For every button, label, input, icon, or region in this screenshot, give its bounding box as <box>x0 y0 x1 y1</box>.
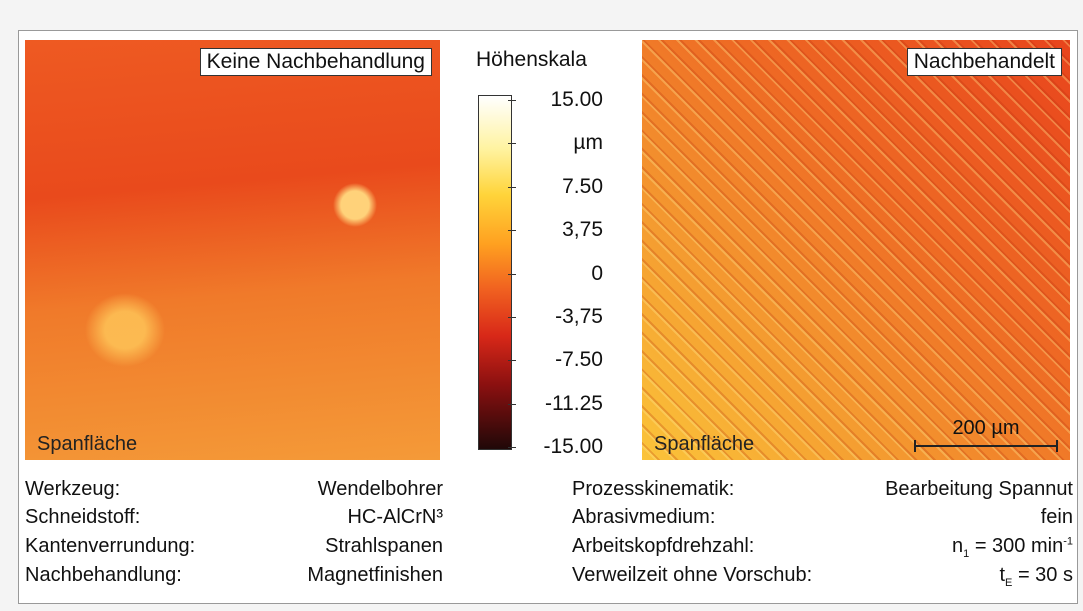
param-key: Schneidstoff: <box>25 506 140 529</box>
scale-label: -15.00 <box>543 435 603 459</box>
param-value: n1 = 300 min-1 <box>952 535 1073 560</box>
scale-tick <box>508 447 516 448</box>
scale-tick <box>508 274 516 275</box>
page: Keine Nachbehandlung Spanfläche Nachbeha… <box>0 0 1083 611</box>
value-part: -1 <box>1063 535 1073 547</box>
scale-tick <box>508 360 516 361</box>
surface-image: Nachbehandelt Spanfläche 200 µm <box>642 40 1070 460</box>
scale-bar-line <box>916 445 1056 447</box>
panel-corner-label: Spanfläche <box>654 433 754 456</box>
value-part: = 300 min <box>969 535 1063 557</box>
param-value: HC-AlCrN³ <box>347 506 443 529</box>
scale-label: -11.25 <box>545 392 603 416</box>
param-key: Abrasivmedium: <box>572 506 715 529</box>
surface-image: Keine Nachbehandlung Spanfläche <box>25 40 440 460</box>
scale-label: 15.00 <box>550 88 603 112</box>
scale-tick <box>508 100 516 101</box>
value-part: fein <box>1041 506 1073 528</box>
panel-label: Keine Nachbehandlung <box>200 48 432 76</box>
scale-tick <box>508 187 516 188</box>
param-key: Arbeitskopfdrehzahl: <box>572 535 754 558</box>
param-key: Prozesskinematik: <box>572 478 734 501</box>
scale-label: -7.50 <box>555 348 603 372</box>
scale-label: 7.50 <box>562 175 603 199</box>
scale-label: -3,75 <box>555 305 603 329</box>
param-key: Nachbehandlung: <box>25 564 182 587</box>
value-part: n <box>952 535 963 557</box>
value-part: Bearbeitung Spannut <box>885 478 1073 500</box>
scale-tick <box>508 230 516 231</box>
param-value: Strahlspanen <box>325 535 443 558</box>
scale-bar: 200 µm <box>914 440 1058 452</box>
param-key: Verweilzeit ohne Vorschub: <box>572 564 812 587</box>
scale-label: 3,75 <box>562 218 603 242</box>
param-value: fein <box>1041 506 1073 529</box>
scale-label: 0 <box>591 262 603 286</box>
param-key: Kantenverrundung: <box>25 535 195 558</box>
param-value: Magnetfinishen <box>307 564 443 587</box>
scale-title: Höhenskala <box>476 48 587 72</box>
scale-bar-label: 200 µm <box>916 417 1056 440</box>
param-value: Bearbeitung Spannut <box>885 478 1073 501</box>
param-value: Wendelbohrer <box>318 478 443 501</box>
panel-corner-label: Spanfläche <box>37 433 137 456</box>
scale-tick <box>508 404 516 405</box>
scale-tick <box>508 317 516 318</box>
scale-tick <box>508 143 516 144</box>
value-part: = 30 s <box>1012 564 1073 586</box>
param-value: tE = 30 s <box>999 564 1073 589</box>
panel-label: Nachbehandelt <box>907 48 1062 76</box>
param-key: Werkzeug: <box>25 478 120 501</box>
scale-label: µm <box>573 131 603 155</box>
color-bar <box>478 95 512 450</box>
